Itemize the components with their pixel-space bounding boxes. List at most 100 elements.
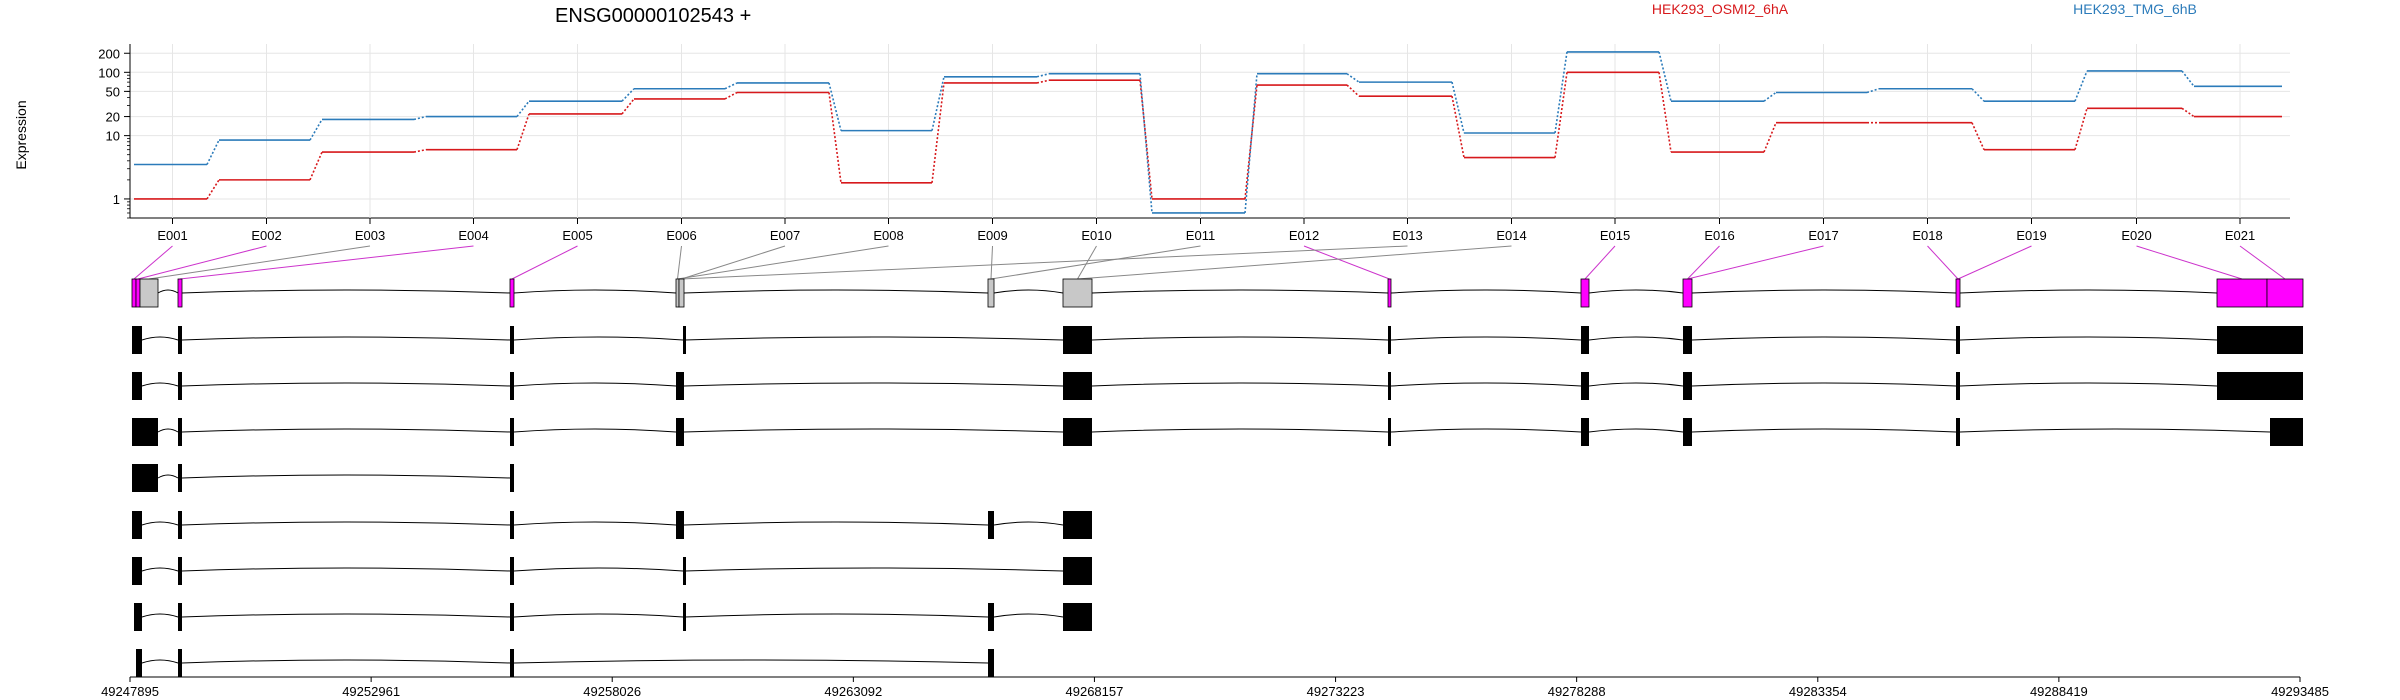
model-exon <box>509 278 515 308</box>
series-connector <box>724 91 738 100</box>
transcript-intron <box>181 567 511 572</box>
transcript-exon <box>1581 372 1589 400</box>
genomic-tick-label: 49252961 <box>342 684 400 699</box>
series-connector <box>1036 79 1050 84</box>
y-tick-label: 10 <box>106 129 120 144</box>
exon-link <box>677 245 889 280</box>
transcript-intron <box>684 336 1064 341</box>
transcript-exon <box>1388 326 1391 354</box>
transcript-exon <box>178 603 182 631</box>
transcript-intron <box>1091 336 1389 341</box>
model-exon <box>987 278 995 308</box>
series-connector <box>2074 70 2088 102</box>
transcript-exon <box>134 603 142 631</box>
transcript-intron <box>1691 382 1957 387</box>
transcript-intron <box>1588 336 1684 341</box>
transcript-exon <box>178 372 182 400</box>
transcript-exon <box>988 511 994 539</box>
exon-link <box>2239 245 2286 280</box>
transcript-exon <box>676 511 684 539</box>
transcript-intron <box>1691 428 1957 433</box>
transcript-intron <box>181 336 511 341</box>
exon-link <box>511 245 578 280</box>
transcript-intron <box>513 521 677 526</box>
x-tick-label: E007 <box>770 228 800 243</box>
transcript-exon <box>132 511 142 539</box>
series-connector <box>931 76 945 131</box>
series-connector <box>1763 122 1777 153</box>
transcript-exon <box>510 557 514 585</box>
exon-link <box>681 245 1408 280</box>
x-tick-label: E018 <box>1912 228 1942 243</box>
x-tick-label: E004 <box>458 228 488 243</box>
transcript-intron <box>157 474 179 479</box>
transcript-exon <box>132 464 158 492</box>
exon-link <box>1687 245 1720 280</box>
transcript-intron <box>684 567 1064 572</box>
transcript-intron <box>141 659 179 664</box>
transcript-intron <box>1390 382 1582 387</box>
transcript-intron <box>141 521 179 526</box>
exon-link <box>1584 245 1616 280</box>
exon-link <box>1077 245 1512 280</box>
transcript-exon <box>510 511 514 539</box>
x-tick-label: E008 <box>873 228 903 243</box>
series-connector <box>1971 122 1985 150</box>
series-connector <box>1346 84 1360 97</box>
x-tick-label: E014 <box>1496 228 1526 243</box>
chart-title: ENSG00000102543 + <box>555 5 751 27</box>
series-connector <box>1658 72 1672 153</box>
transcript-exon <box>132 326 142 354</box>
transcript-intron <box>1588 382 1684 387</box>
plot-area: 1 10 20 50 100 200 E001 E002 E003 E004 E005 E006 E00… <box>98 44 2290 243</box>
model-exon <box>1062 278 1093 308</box>
series-connector <box>413 148 427 153</box>
transcript-exon <box>510 418 514 446</box>
transcript-exon <box>1956 326 1960 354</box>
transcript-intron <box>1390 428 1582 433</box>
genomic-tick-label: 49258026 <box>583 684 641 699</box>
transcript-exon <box>988 649 994 677</box>
series-connector <box>724 82 738 90</box>
transcript-intron <box>683 382 1064 387</box>
transcript-exon <box>1063 603 1092 631</box>
transcript-intron <box>684 613 989 618</box>
transcript-track <box>136 649 994 677</box>
exon-links <box>133 245 2286 280</box>
legend-label-tmg: HEK293_TMG_6hB <box>2073 1 2197 17</box>
y-tick-label: 1 <box>113 192 120 207</box>
series-connector <box>2181 70 2195 87</box>
exon-link <box>1687 245 1824 280</box>
model-exon <box>678 278 685 308</box>
series-osmi <box>134 71 2282 200</box>
x-tick-label: E013 <box>1392 228 1422 243</box>
exon-link <box>1077 245 1097 280</box>
transcript-intron <box>993 521 1064 526</box>
series-connector <box>1658 51 1672 102</box>
x-tick-label: E003 <box>355 228 385 243</box>
transcript-exon <box>2270 418 2303 446</box>
series-connector <box>1036 72 1050 78</box>
transcript-exon <box>1581 418 1589 446</box>
transcript-exon <box>683 557 686 585</box>
y-axis-label: Expression <box>13 100 29 169</box>
series-connector <box>1763 91 1777 102</box>
model-intron <box>157 289 179 294</box>
series-connector <box>2074 108 2088 150</box>
exon-link <box>1957 245 2032 280</box>
transcript-intron <box>993 613 1064 618</box>
model-exon <box>177 278 183 308</box>
exon-link <box>2136 245 2243 280</box>
series-connector <box>621 98 635 115</box>
transcript-exon <box>178 464 182 492</box>
series-connector <box>1554 51 1568 134</box>
transcript-intron <box>1691 336 1957 341</box>
transcript-exon <box>178 511 182 539</box>
series-connector <box>1451 81 1465 134</box>
transcript-exon <box>132 557 142 585</box>
transcript-track <box>132 557 1092 585</box>
transcript-track <box>132 326 2303 354</box>
x-tick-label: E002 <box>251 228 281 243</box>
genomic-axis: 49247895 49252961 49258026 49263092 49268157… <box>101 676 2329 699</box>
exon-link <box>681 245 786 280</box>
